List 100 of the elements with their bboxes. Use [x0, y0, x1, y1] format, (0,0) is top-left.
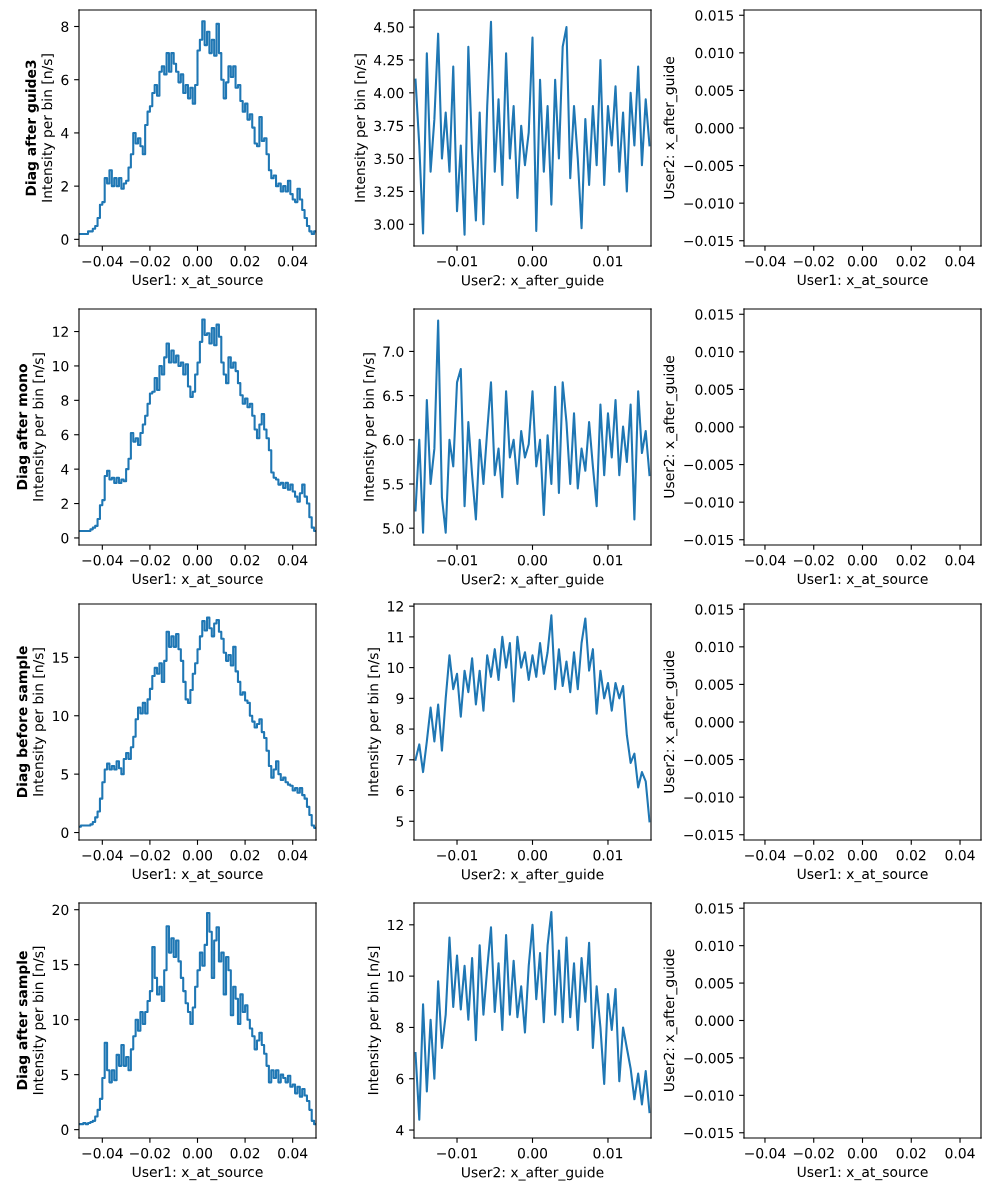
y-tick-label: −0.010: [684, 792, 734, 803]
y-tick-label: 0.010: [695, 641, 734, 653]
x-tick-label: 0.04: [278, 1147, 308, 1159]
x-tick-label: −0.04: [745, 255, 786, 267]
y-tick-label: −0.010: [684, 497, 734, 508]
x-tick-label: 0.02: [230, 255, 260, 267]
y-axis-title: Intensity per bin [n/s]: [363, 353, 377, 501]
y-tick-label: 5: [396, 816, 404, 827]
x-tick-label: 0.02: [896, 554, 926, 566]
y-tick-label: 10: [53, 1014, 69, 1026]
y-tick-label: 5: [61, 1069, 69, 1081]
y-tick-label: −0.005: [684, 459, 734, 471]
x-tick-label: 0.04: [945, 1147, 975, 1159]
y-tick-label: 5: [61, 769, 69, 780]
y-tick-label: 11: [388, 632, 403, 643]
y-tick-label: 8: [61, 395, 69, 406]
x-axis-title: User2: x_after_guide: [462, 274, 604, 289]
x-tick-label: −0.01: [437, 554, 478, 566]
y-tick-label: 10: [388, 662, 404, 674]
y-tick-label: 0.000: [695, 421, 734, 433]
x-tick-label: 0.00: [182, 849, 213, 861]
y-tick-label: 12: [53, 326, 68, 337]
y-tick-label: 4: [61, 128, 69, 139]
y-tick-label: 0: [61, 827, 69, 838]
x-axis-title: User1: x_at_source: [132, 868, 263, 883]
x-tick-label: 0.02: [230, 554, 260, 566]
y-tick-label: 0.015: [695, 309, 734, 320]
y-tick-label: 9: [396, 693, 404, 704]
y-tick-label: 0.015: [695, 604, 734, 615]
x-tick-label: 0.01: [593, 554, 623, 566]
y-tick-label: 12: [388, 919, 403, 931]
line-series: [414, 910, 651, 1121]
y-tick-label: 0: [61, 234, 69, 245]
y-tick-label: 0.000: [695, 716, 734, 728]
y-tick-label: −0.015: [684, 829, 734, 841]
y-tick-label: 6: [396, 1073, 404, 1085]
y-tick-label: 10: [53, 360, 69, 372]
y-axis-title: User2: x_after_guide: [663, 949, 678, 1091]
line-series: [414, 20, 651, 236]
y-tick-label: 0.015: [695, 10, 734, 21]
y-tick-label: 2: [61, 181, 68, 192]
y-tick-label: 0.015: [695, 903, 734, 914]
y-axis-title: User2: x_after_guide: [663, 651, 678, 793]
x-tick-label: −0.01: [437, 1147, 478, 1159]
y-tick-label: 10: [53, 710, 69, 722]
x-tick-label: 0.00: [517, 255, 548, 267]
x-tick-label: 0.04: [945, 849, 975, 861]
x-tick-label: −0.04: [745, 554, 786, 566]
y-tick-label: 0: [61, 532, 69, 544]
y-axis-title: Intensity per bin [n/s]: [32, 353, 47, 501]
y-tick-label: 2: [61, 498, 68, 509]
x-tick-label: 0.00: [847, 849, 878, 861]
x-axis-title: User1: x_at_source: [132, 274, 263, 289]
x-tick-label: 0.00: [847, 255, 878, 267]
y-axis-title: Intensity per bin [n/s]: [354, 54, 368, 202]
y-axis-title: Intensity per bin [n/s]: [32, 648, 47, 796]
x-tick-label: 0.00: [182, 554, 213, 566]
y-tick-label: 0.010: [695, 47, 734, 59]
text: Diag before sample: [16, 646, 31, 798]
y-tick-label: 0.005: [695, 978, 734, 989]
y-tick-label: 0.000: [695, 122, 734, 134]
x-tick-label: −0.04: [82, 255, 123, 267]
y-tick-label: 3.25: [374, 186, 404, 197]
y-tick-label: 6: [396, 785, 404, 796]
y-tick-label: −0.015: [684, 534, 734, 546]
x-tick-label: −0.04: [745, 849, 786, 861]
text: Diag after mono: [16, 364, 31, 490]
y-axis-title: Intensity per bin [n/s]: [41, 54, 55, 202]
y-tick-label: −0.015: [684, 1127, 734, 1139]
y-tick-label: −0.005: [684, 1052, 734, 1064]
x-tick-label: 0.00: [182, 1147, 213, 1159]
line-series: [414, 319, 651, 534]
x-tick-label: −0.01: [437, 849, 478, 861]
y-tick-label: −0.005: [684, 160, 734, 172]
y-tick-label: 0.010: [695, 940, 734, 952]
x-tick-label: −0.02: [793, 554, 834, 566]
x-axis-title: User1: x_at_source: [797, 868, 928, 883]
x-tick-label: 0.02: [230, 1147, 260, 1159]
x-axis-title: User1: x_at_source: [797, 274, 928, 289]
x-tick-label: −0.02: [793, 255, 834, 267]
y-tick-label: −0.010: [684, 1090, 734, 1101]
y-tick-label: 6: [61, 429, 69, 441]
x-tick-label: −0.02: [793, 849, 834, 861]
x-axis-title: User1: x_at_source: [132, 1166, 263, 1181]
x-tick-label: 0.00: [847, 1147, 878, 1159]
y-tick-label: 15: [53, 652, 69, 663]
x-tick-label: 0.04: [945, 554, 975, 566]
x-tick-label: −0.04: [82, 1147, 123, 1159]
x-tick-label: −0.02: [130, 1147, 170, 1159]
y-tick-label: 10: [388, 971, 404, 982]
y-tick-label: 8: [396, 1022, 404, 1033]
y-axis-title: Intensity per bin [n/s]: [32, 946, 47, 1095]
y-tick-label: 4.25: [374, 54, 404, 66]
x-tick-label: −0.02: [130, 554, 170, 566]
x-tick-label: −0.02: [130, 255, 170, 267]
x-axis-title: User1: x_at_source: [797, 1166, 928, 1181]
x-tick-label: −0.02: [793, 1147, 834, 1159]
y-tick-label: −0.015: [684, 235, 734, 247]
y-tick-label: 3.00: [374, 219, 404, 230]
x-tick-label: −0.04: [745, 1147, 786, 1159]
